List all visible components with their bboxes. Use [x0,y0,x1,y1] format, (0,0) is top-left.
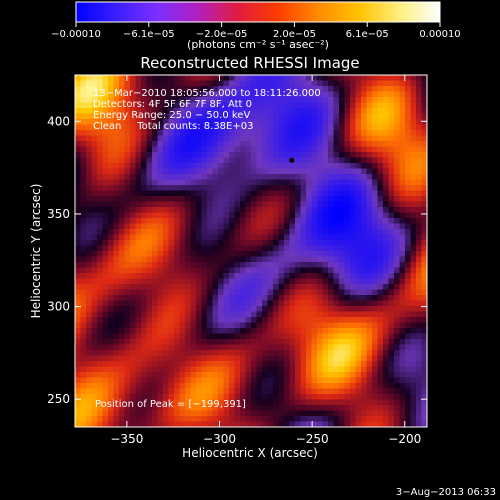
y-tick-label: 400 [47,114,70,128]
axes: −350 −300 −250 −200 250 300 350 400 [47,75,427,446]
x-tick-label: −200 [388,432,421,446]
info-time-range: 13−Mar−2010 18:05:56.000 to 18:11:26.000 [93,88,321,99]
peak-position-label: Position of Peak = [−199,391] [95,399,246,410]
colorbar-tick-label: −0.00010 [51,29,101,40]
x-axis-label: Heliocentric X (arcsec) [182,446,318,460]
plot-date-footer: 3−Aug−2013 06:33 [396,487,496,498]
y-tick-label: 250 [47,392,70,406]
x-tick-label: −350 [110,432,143,446]
peak-marker [289,157,295,163]
info-overlay: 13−Mar−2010 18:05:56.000 to 18:11:26.000… [93,88,321,132]
plot-title: Reconstructed RHESSI Image [140,54,359,72]
info-detectors: Detectors: 4F 5F 6F 7F 8F, Att 0 [93,99,252,110]
y-tick-label: 350 [47,207,70,221]
colorbar [75,1,441,23]
x-tick-label: −300 [203,432,236,446]
heatmap-image [75,75,427,427]
colorbar-tick-label: 2.0e−05 [273,29,316,40]
colorbar-tick-label: 6.1e−05 [346,29,389,40]
x-tick-label: −250 [296,432,329,446]
image-area [75,75,427,427]
colorbar-tick-label: −6.1e−05 [123,29,175,40]
plot-frame [74,74,428,428]
colorbar-tick-label: 0.00010 [419,29,460,40]
colorbar-units-label: (photons cm⁻² s⁻¹ asec⁻²) [187,38,329,51]
y-axis-label: Heliocentric Y (arcsec) [29,184,43,319]
colorbar-tick-label: −2.0e−05 [196,29,248,40]
colorbar-ticks: −0.00010 −6.1e−05 −2.0e−05 2.0e−05 6.1e−05 0.… [51,22,461,40]
info-energy-range: Energy Range: 25.0 − 50.0 keV [93,110,250,121]
y-tick-label: 300 [47,300,70,314]
info-total-counts: Clean Total counts: 8.38E+03 [93,121,253,132]
